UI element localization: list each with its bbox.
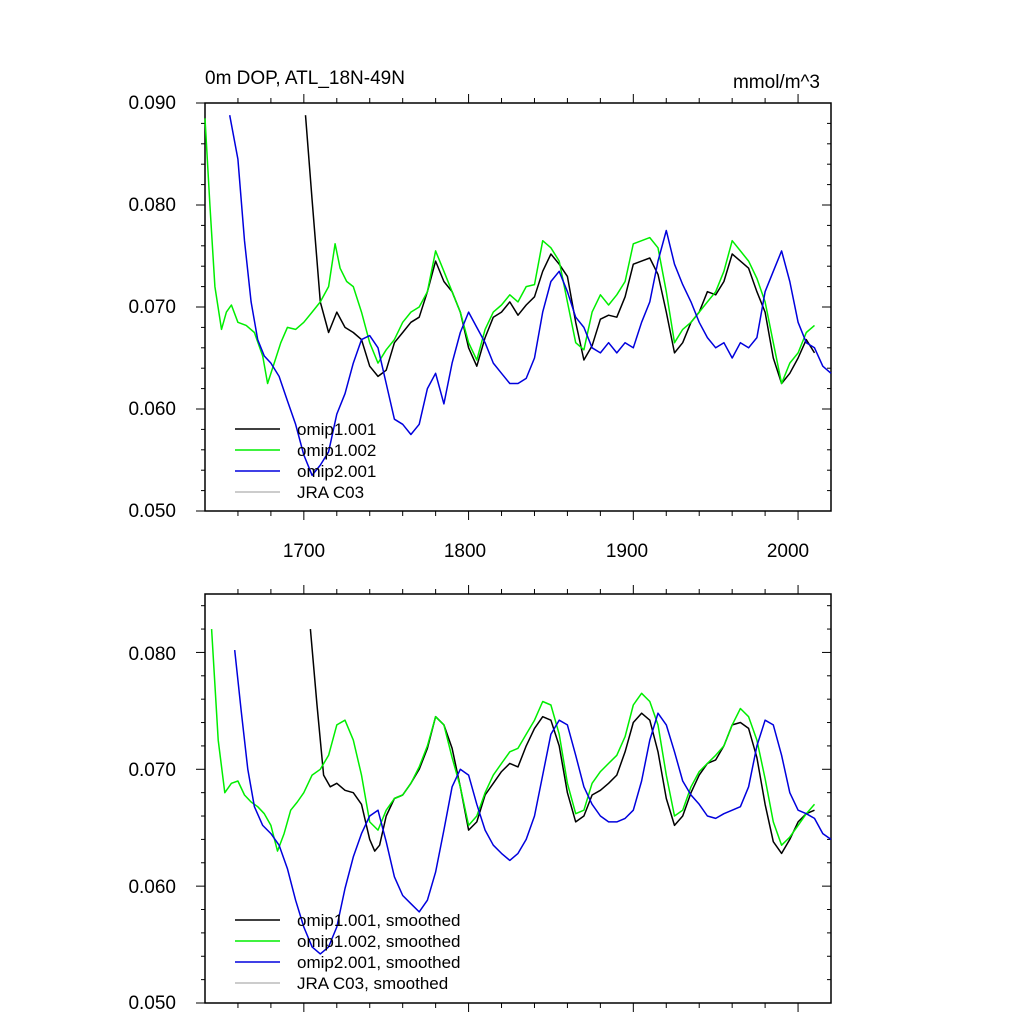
series-line-omip1-001-smoothed: [309, 629, 815, 855]
legend-label: JRA C03, smoothed: [297, 974, 448, 993]
bottom-y-tick-label: 0.070: [128, 760, 176, 781]
top-axis-ticks: [196, 94, 831, 520]
legend-label: JRA C03: [297, 483, 364, 502]
bottom-y-tick-label: 0.060: [128, 877, 176, 898]
top-legend: omip1.001 omip1.002 omip2.001 JRA C03: [235, 420, 376, 502]
top-y-tick-label: 0.060: [128, 399, 176, 420]
series-line-omip1-002-smoothed: [210, 629, 816, 852]
top-x-tick-label: 1700: [283, 541, 325, 562]
bottom-y-tick-label: 0.050: [128, 993, 176, 1014]
legend-label: omip1.001, smoothed: [297, 911, 461, 930]
top-x-tick-label: 2000: [767, 541, 809, 562]
series-line-omip1-002: [204, 118, 815, 385]
legend-label: omip1.002, smoothed: [297, 932, 461, 951]
bottom-axis-ticks: [196, 585, 831, 1012]
top-x-tick-label: 1800: [444, 541, 486, 562]
top-y-tick-label: 0.090: [128, 93, 176, 114]
top-x-tick-labels: 1700 1800 1900 2000: [283, 541, 809, 562]
series-line-omip2-001: [228, 115, 832, 477]
top-y-tick-labels: 0.050 0.060 0.070 0.080 0.090: [128, 93, 176, 522]
top-units-label: mmol/m^3: [733, 72, 820, 93]
top-y-tick-label: 0.050: [128, 501, 176, 522]
legend-label: omip1.001: [297, 420, 376, 439]
top-series-lines: [204, 115, 832, 477]
top-y-tick-label: 0.070: [128, 297, 176, 318]
legend-label: omip1.002: [297, 441, 376, 460]
series-line-omip1-001: [304, 115, 816, 385]
bottom-plot-frame: [204, 593, 832, 1004]
top-chart-title: 0m DOP, ATL_18N-49N: [205, 68, 405, 89]
series-line-omip2-001-smoothed: [233, 650, 832, 955]
legend-label: omip2.001: [297, 462, 376, 481]
top-y-tick-label: 0.080: [128, 195, 176, 216]
bottom-series-lines: [210, 629, 832, 955]
top-panel: 0m DOP, ATL_18N-49N mmol/m^3 0.050 0.060…: [128, 68, 832, 562]
bottom-panel: 0.050 0.060 0.070 0.080 omip1.001, smoot…: [128, 585, 832, 1014]
bottom-y-tick-labels: 0.050 0.060 0.070 0.080: [128, 644, 176, 1014]
legend-label: omip2.001, smoothed: [297, 953, 461, 972]
top-x-tick-label: 1900: [606, 541, 648, 562]
bottom-legend: omip1.001, smoothed omip1.002, smoothed …: [235, 911, 461, 993]
bottom-y-tick-label: 0.080: [128, 644, 176, 665]
